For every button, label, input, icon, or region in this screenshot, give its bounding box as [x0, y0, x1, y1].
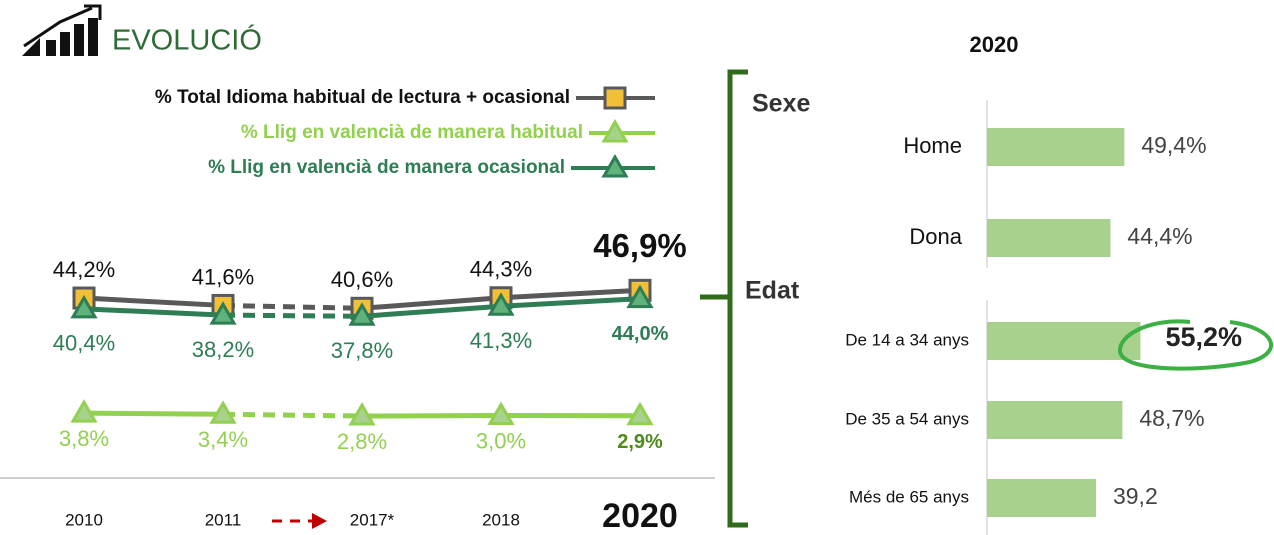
chart-icon [22, 4, 102, 56]
data-point [70, 399, 98, 423]
data-point [209, 301, 237, 325]
data-point [487, 292, 515, 316]
legend-label: % Total Idioma habitual de lectura + oca… [155, 87, 570, 108]
bar [987, 401, 1123, 439]
legend-label: % Llig en valencià de manera habitual [241, 122, 583, 143]
value-label: 3,8% [59, 426, 109, 451]
value-label: 2,8% [337, 429, 387, 454]
value-label: 3,0% [476, 428, 526, 453]
series-line [361, 412, 502, 419]
x-tick-label: 2017* [350, 510, 395, 529]
value-label: 2,9% [617, 431, 663, 453]
category-label: De 35 a 54 anys [845, 409, 969, 428]
x-tick-label: 2011 [205, 510, 242, 529]
value-label: 44,2% [53, 257, 115, 282]
value-label: 49,4% [1141, 132, 1206, 158]
bar [987, 219, 1111, 257]
data-point [348, 302, 376, 326]
value-label: 38,2% [192, 337, 254, 362]
value-label: 44,4% [1127, 223, 1192, 249]
data-point [70, 294, 98, 319]
legend-marker [601, 119, 629, 143]
value-label: 44,0% [612, 323, 669, 345]
value-label: 44,3% [470, 257, 532, 282]
value-label: 48,7% [1139, 405, 1204, 431]
x-tick-label: 2018 [482, 510, 520, 529]
bar [987, 322, 1141, 360]
arrow-break [272, 513, 327, 529]
legend-marker [603, 86, 627, 110]
bar [987, 128, 1125, 166]
chart-title: EVOLUCIÓ [112, 24, 262, 57]
category-label: Dona [909, 224, 962, 249]
value-label: 41,3% [470, 328, 532, 353]
bar [987, 479, 1096, 517]
value-label: 41,6% [192, 264, 254, 289]
value-label: 39,2 [1113, 483, 1158, 509]
series-line [361, 303, 502, 319]
bracket [700, 69, 748, 528]
value-label: 46,9% [593, 227, 687, 264]
value-label: 3,4% [198, 427, 248, 452]
data-point [626, 284, 654, 309]
category-label: De 14 a 34 anys [845, 330, 969, 349]
group-label: Edat [745, 277, 800, 305]
series-line [222, 411, 363, 419]
group-label: Sexe [752, 90, 810, 118]
x-tick-label: 2010 [65, 510, 103, 529]
series-line [83, 295, 224, 308]
category-label: Home [903, 133, 962, 158]
data-point [209, 400, 237, 424]
bar-title: 2020 [970, 32, 1019, 57]
legend-marker [601, 154, 629, 178]
series-line [361, 295, 502, 311]
highlight-circle [1118, 319, 1273, 371]
data-point [348, 402, 376, 426]
series-line [500, 296, 641, 309]
value-label: 40,6% [331, 267, 393, 292]
value-label: 37,8% [331, 338, 393, 363]
data-point [487, 401, 515, 425]
data-point [626, 401, 654, 426]
legend-label: % Llig en valencià de manera ocasional [208, 157, 565, 178]
series-line [500, 287, 641, 301]
series-line [222, 312, 363, 319]
series-line [83, 306, 224, 318]
series-line [83, 410, 224, 417]
value-label: 55,2% [1165, 322, 1242, 352]
series-line [222, 302, 363, 311]
value-label: 40,4% [53, 331, 115, 356]
x-tick-label: 2020 [602, 497, 678, 535]
category-label: Més de 65 anys [849, 487, 969, 506]
